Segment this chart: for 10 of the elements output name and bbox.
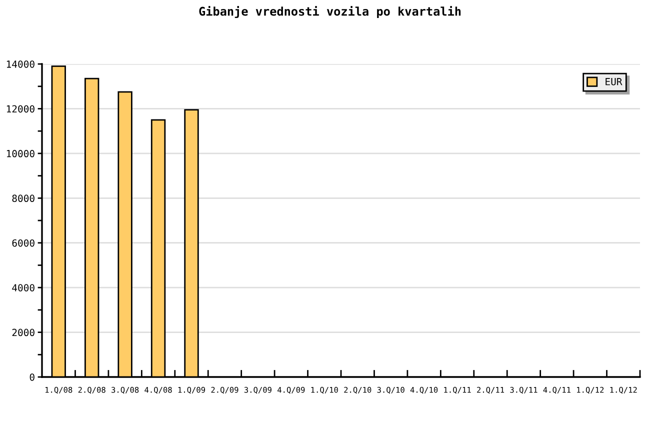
y-tick-label: 4000 [12,284,34,292]
chart-title: Gibanje vrednosti vozila po kvartalih [199,6,461,18]
legend-label: EUR [606,78,622,86]
y-tick-label: 12000 [6,105,34,113]
y-tick-label: 10000 [6,150,34,158]
y-tick-label: 14000 [6,60,34,68]
y-tick-label: 0 [30,374,34,381]
y-tick-label: 8000 [12,194,34,202]
y-tick-label: 2000 [12,328,34,336]
y-tick-label: 6000 [12,239,34,247]
